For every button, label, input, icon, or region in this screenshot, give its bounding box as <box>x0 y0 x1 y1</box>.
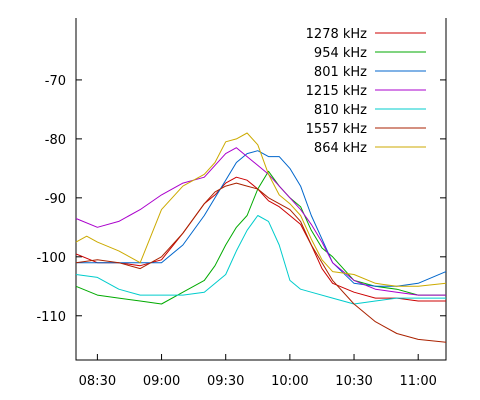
y-tick-label: -100 <box>36 251 66 266</box>
series-line-1278-khz <box>75 176 446 302</box>
y-tick-label: -80 <box>45 133 66 148</box>
series-line-810-khz <box>75 215 446 305</box>
y-tick-label: -110 <box>36 310 66 325</box>
plot-frame <box>75 18 447 361</box>
series-line-864-khz <box>75 132 447 287</box>
series-line-1215-khz <box>75 147 446 296</box>
legend-label: 864 kHz <box>314 141 367 156</box>
x-tick-label: 10:00 <box>271 374 308 389</box>
legend-label: 1215 kHz <box>306 84 368 99</box>
x-tick-label: 08:30 <box>79 374 116 389</box>
legend-label: 1278 kHz <box>306 27 368 42</box>
legend-label: 1557 kHz <box>306 122 368 137</box>
x-tick-label: 11:00 <box>399 374 436 389</box>
axes: -70 -80 -90 -100 -110 08:30 09:00 09:30 10:00 10:… <box>36 18 447 389</box>
legend-label: 801 kHz <box>314 65 367 80</box>
legend: 1278 kHz 954 kHz 801 kHz 1215 kHz 810 kHz 155… <box>306 27 426 156</box>
legend-label: 810 kHz <box>314 103 367 118</box>
legend-label: 954 kHz <box>314 46 367 61</box>
x-tick-label: 09:00 <box>143 374 180 389</box>
y-tick-label: -70 <box>45 74 66 89</box>
x-tick-label: 09:30 <box>207 374 244 389</box>
series-layer <box>75 132 447 343</box>
y-tick-label: -90 <box>45 192 66 207</box>
series-line-1557-khz <box>75 182 447 343</box>
x-tick-label: 10:30 <box>335 374 372 389</box>
series-line-801-khz <box>76 150 447 287</box>
